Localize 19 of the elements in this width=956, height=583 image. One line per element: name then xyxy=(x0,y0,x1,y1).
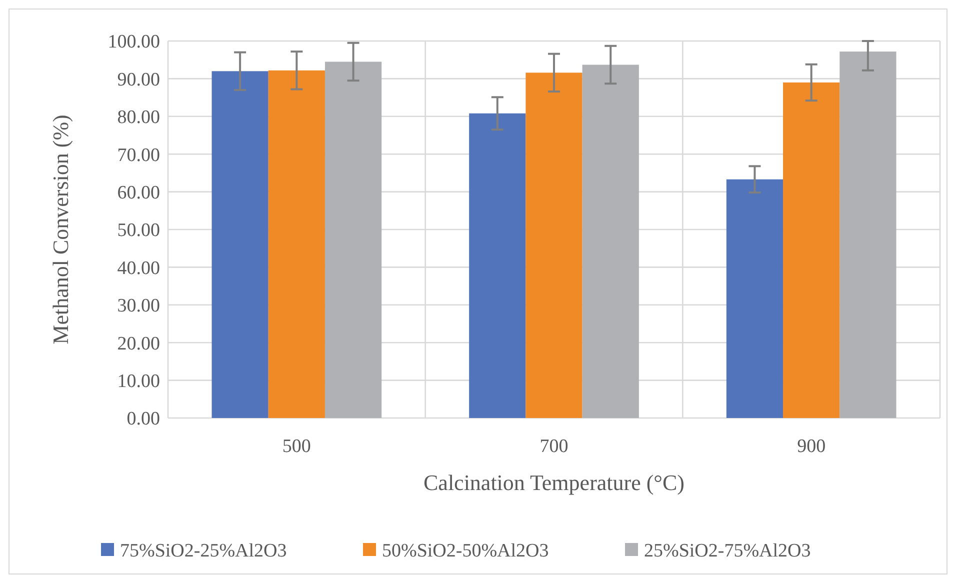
x-tick-label: 700 xyxy=(540,436,568,457)
x-tick-label: 900 xyxy=(797,436,826,457)
y-tick-label: 80.00 xyxy=(117,107,160,128)
y-tick-label: 60.00 xyxy=(117,182,160,204)
legend-label: 75%SiO2-25%Al2O3 xyxy=(120,540,287,562)
y-tick-label: 0.00 xyxy=(126,408,160,430)
x-tick-label: 500 xyxy=(282,436,311,457)
y-tick-label: 20.00 xyxy=(117,333,160,354)
y-tick-label: 50.00 xyxy=(117,220,160,242)
y-axis-title: Methanol Conversion (%) xyxy=(48,114,73,344)
legend-label: 50%SiO2-50%Al2O3 xyxy=(382,540,549,562)
y-tick-label: 100.00 xyxy=(108,32,160,53)
y-tick-label: 90.00 xyxy=(117,69,160,90)
x-axis-title: Calcination Temperature (°C) xyxy=(424,470,684,495)
y-tick-label: 70.00 xyxy=(117,144,160,166)
legend-label: 25%SiO2-75%Al2O3 xyxy=(644,540,811,562)
y-tick-label: 10.00 xyxy=(117,370,160,392)
y-tick-label: 30.00 xyxy=(117,296,160,317)
y-tick-label: 40.00 xyxy=(117,258,160,279)
